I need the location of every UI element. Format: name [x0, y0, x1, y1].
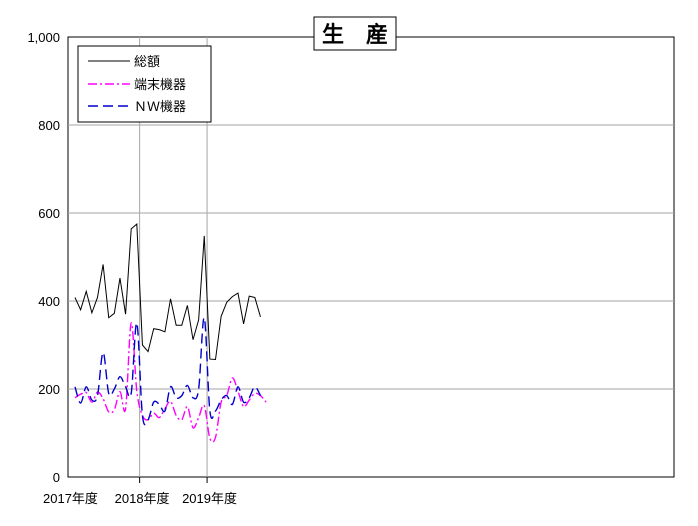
chart-title-box: 生 産 — [313, 16, 397, 51]
legend-label-nw: ＮＷ機器 — [134, 100, 186, 115]
legend: 総額 端末機器 ＮＷ機器 — [77, 45, 212, 123]
y-tick-label: 400 — [38, 294, 60, 309]
legend-label-total: 総額 — [134, 55, 160, 70]
y-tick-label: 0 — [53, 470, 60, 485]
title-frame — [313, 16, 397, 51]
x-axis-year-labels: 2017年度 2018年度 2019年度 — [43, 491, 237, 506]
y-tick-label: 1,000 — [27, 30, 60, 45]
chart-title: 生 産 — [322, 22, 388, 48]
y-tick-label: 600 — [38, 206, 60, 221]
series-line-0 — [74, 222, 261, 361]
series-lines — [74, 222, 267, 443]
series-line-2 — [74, 317, 262, 426]
x-year-label: 2019年度 — [182, 491, 237, 506]
y-tick-label: 200 — [38, 382, 60, 397]
y-axis-tick-labels: 0 200 400 600 800 1,000 — [27, 30, 60, 485]
series-line-1 — [74, 322, 267, 443]
x-year-label: 2018年度 — [115, 491, 170, 506]
y-tick-label: 800 — [38, 118, 60, 133]
legend-label-terminal: 端末機器 — [134, 78, 186, 93]
x-year-label: 2017年度 — [43, 491, 98, 506]
